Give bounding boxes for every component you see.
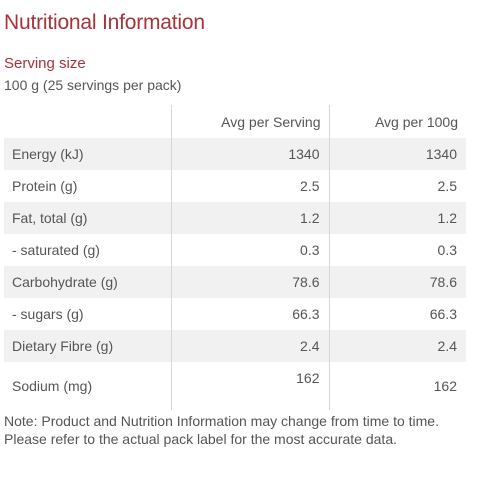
table-row: Energy (kJ) 1340 1340: [4, 138, 466, 170]
value-per-100g: 1.2: [329, 202, 466, 234]
header-nutrient: [4, 105, 171, 138]
value-per-serving: 0.3: [170, 234, 330, 266]
value-per-100g: 2.5: [329, 170, 466, 202]
header-avg-per-100g: Avg per 100g: [374, 113, 458, 130]
nutrient-name: Protein (g): [4, 170, 171, 202]
value-per-100g: 1340: [329, 138, 466, 170]
table-row: Fat, total (g) 1.2 1.2: [4, 202, 466, 234]
value-per-serving: 66.3: [170, 298, 330, 330]
nutrient-name: Dietary Fibre (g): [4, 330, 171, 362]
page-title: Nutritional Information: [4, 11, 205, 34]
value-per-serving: 1340: [170, 138, 330, 170]
value-per-100g: 162: [329, 362, 466, 410]
value-per-serving: 1.2: [170, 202, 330, 234]
value-per-serving: 2.4: [170, 330, 330, 362]
table-row: - sugars (g) 66.3 66.3: [4, 298, 466, 330]
table-row: Sodium (mg) 162 162: [4, 362, 466, 410]
nutrition-table: Avg per Serving Avg per 100g Energy (kJ)…: [4, 105, 466, 410]
nutrient-name: Energy (kJ): [4, 138, 171, 170]
header-avg-per-serving: Avg per Serving: [170, 105, 330, 138]
nutrient-name: Carbohydrate (g): [4, 266, 171, 298]
value-per-100g: 78.6: [329, 266, 466, 298]
nutrient-name: Fat, total (g): [4, 202, 171, 234]
serving-size-value: 100 g (25 servings per pack): [4, 77, 182, 93]
table-row: Dietary Fibre (g) 2.4 2.4: [4, 330, 466, 362]
nutrient-name: - saturated (g): [4, 234, 171, 266]
disclaimer-note: Note: Product and Nutrition Information …: [4, 413, 439, 447]
table-row: Protein (g) 2.5 2.5: [4, 170, 466, 202]
table-header-row: Avg per Serving Avg per 100g: [4, 105, 466, 138]
value-per-100g: 66.3: [329, 298, 466, 330]
value-per-serving: 162: [170, 362, 330, 410]
value-per-serving: 2.5: [170, 170, 330, 202]
nutrient-name: Sodium (mg): [4, 362, 171, 410]
value-per-serving: 78.6: [170, 266, 330, 298]
table-row: Carbohydrate (g) 78.6 78.6: [4, 266, 466, 298]
serving-size-heading: Serving size: [4, 55, 86, 72]
value-per-100g: 2.4: [329, 330, 466, 362]
value-per-100g: 0.3: [329, 234, 466, 266]
table-row: - saturated (g) 0.3 0.3: [4, 234, 466, 266]
nutrient-name: - sugars (g): [4, 298, 171, 330]
